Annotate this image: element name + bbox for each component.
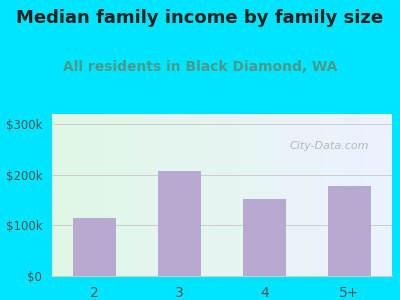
Text: Median family income by family size: Median family income by family size <box>16 9 384 27</box>
Bar <box>328 186 371 276</box>
Bar <box>73 218 116 276</box>
Text: City-Data.com: City-Data.com <box>290 141 370 152</box>
Text: All residents in Black Diamond, WA: All residents in Black Diamond, WA <box>63 60 337 74</box>
Bar <box>158 171 201 276</box>
Bar <box>243 199 286 276</box>
